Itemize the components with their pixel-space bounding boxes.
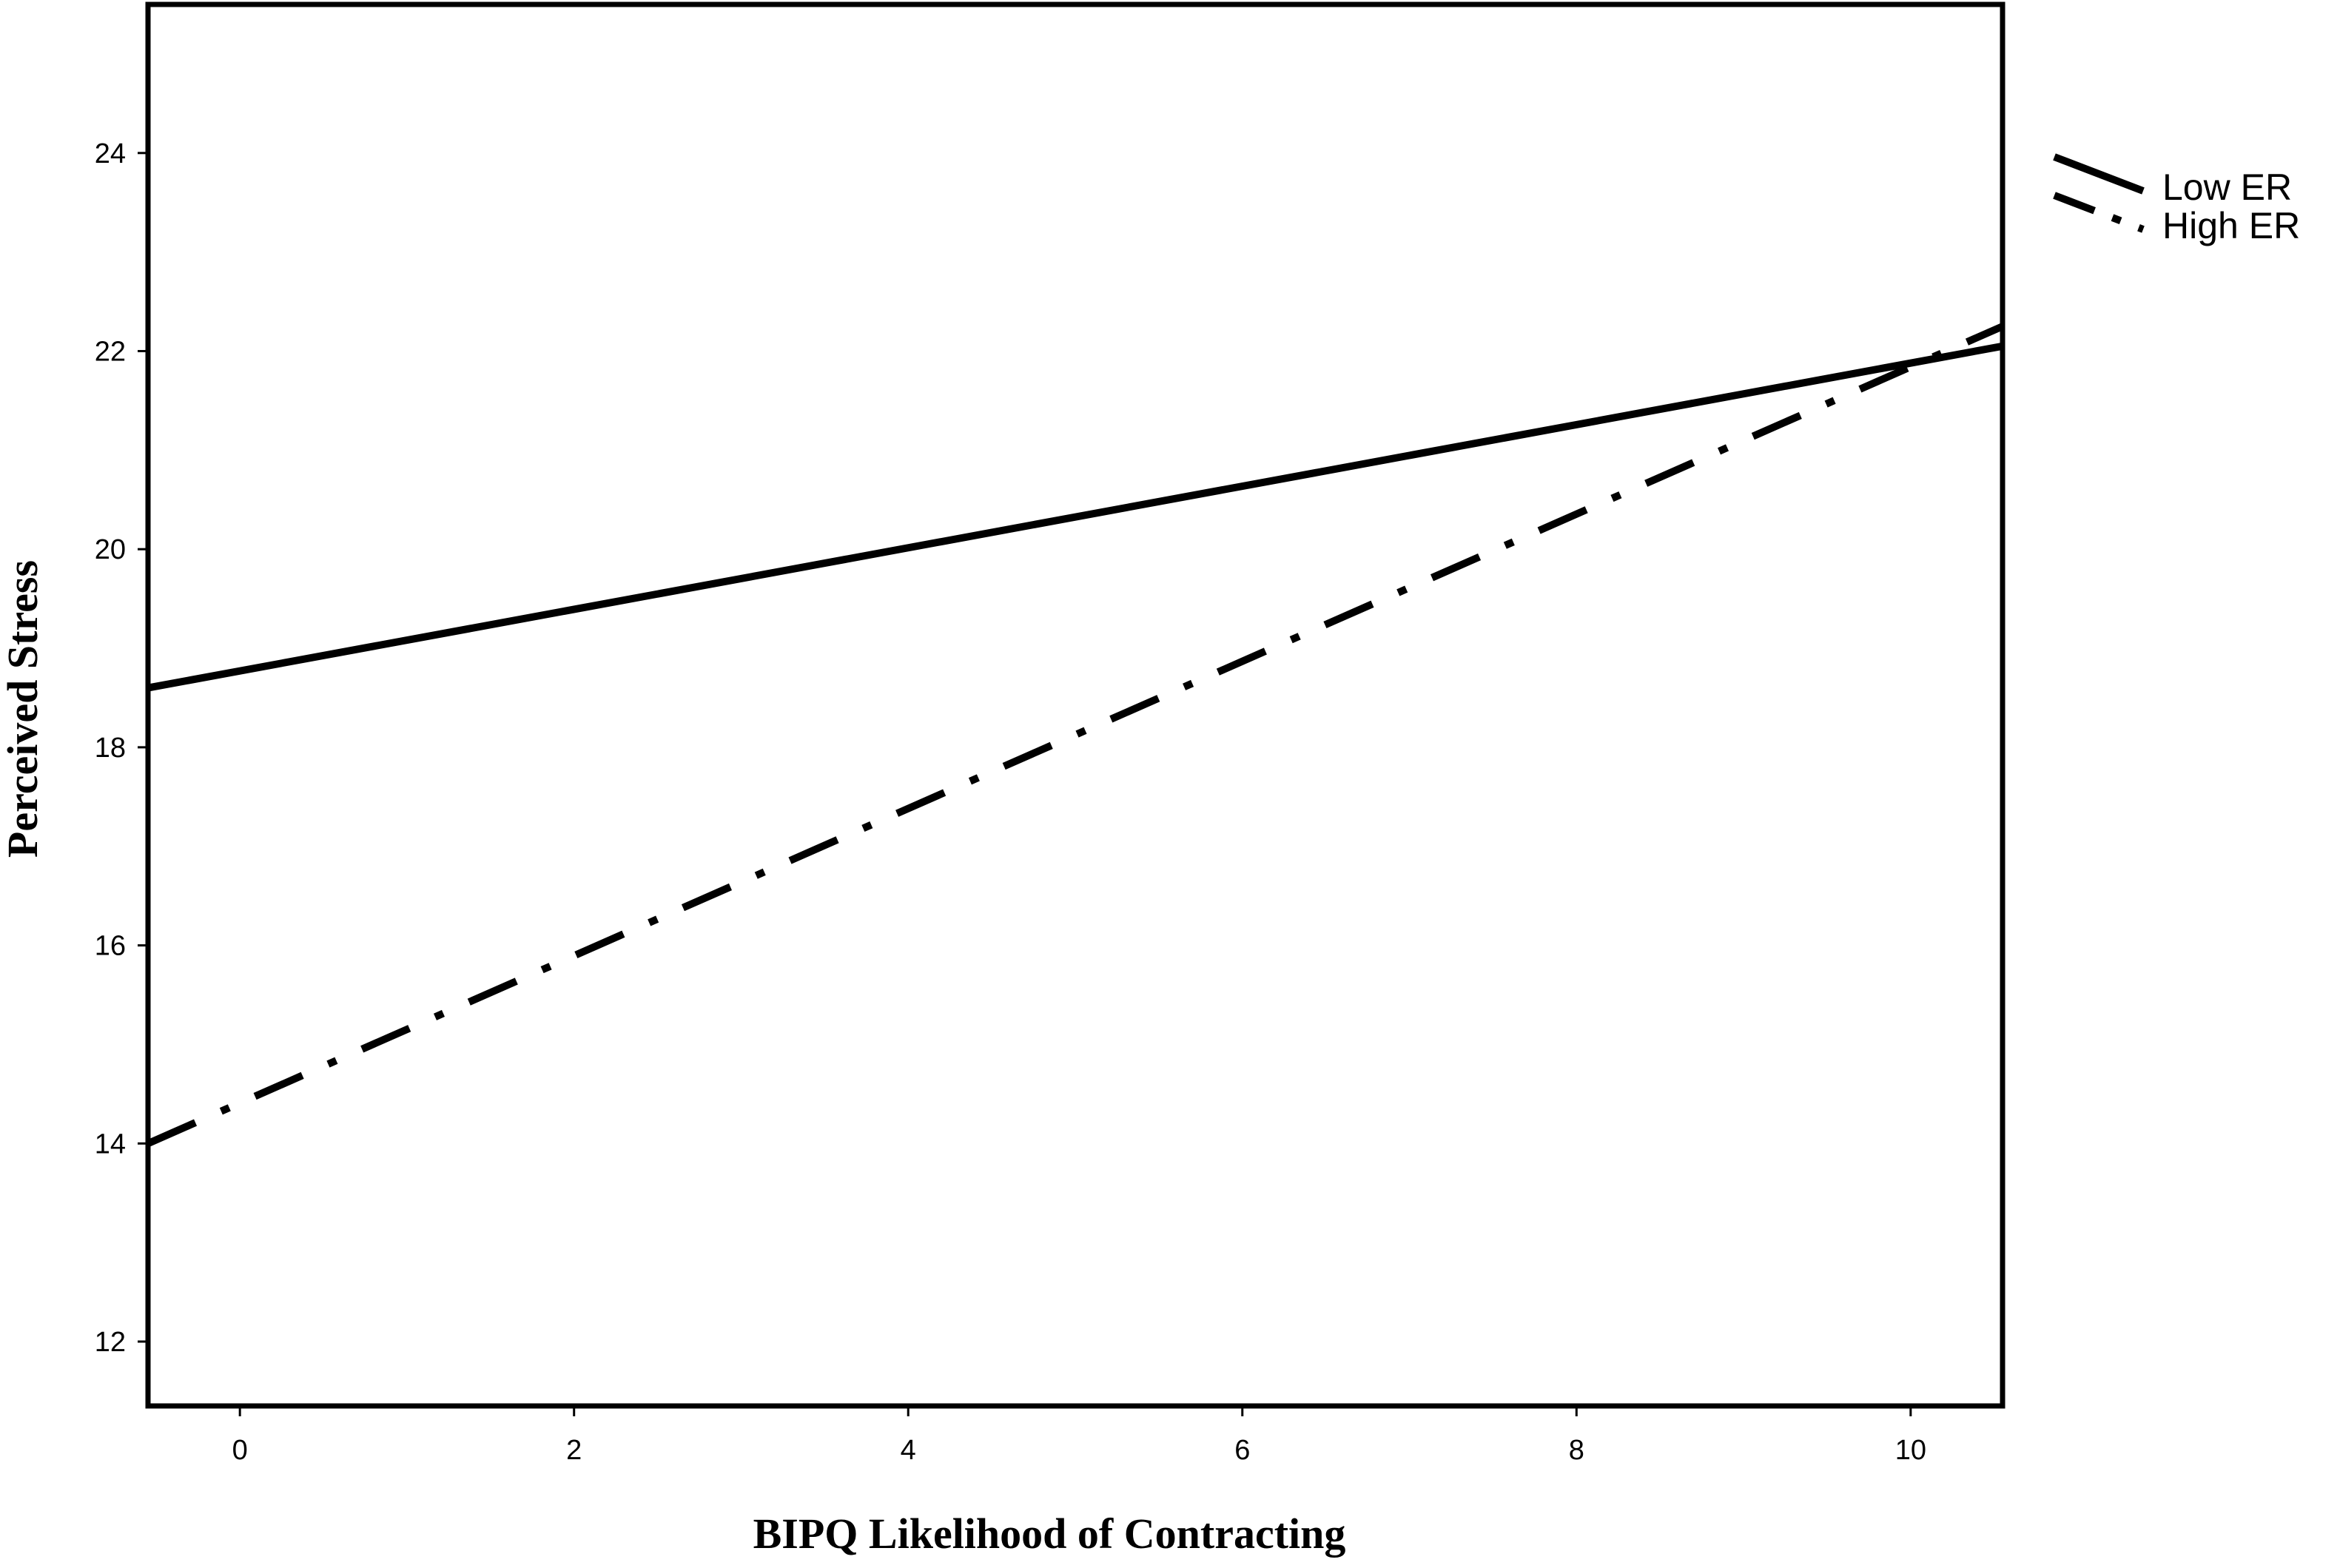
x-tick-label: 6 <box>1234 1435 1250 1466</box>
y-tick-label: 24 <box>95 138 126 169</box>
plot-frame <box>145 1 2006 1409</box>
y-axis-title: Perceived Stress <box>0 560 47 858</box>
y-axis-ticks: 12 14 16 18 20 22 24 <box>95 138 148 1358</box>
x-axis-ticks: 0 2 4 6 8 10 <box>232 1406 1926 1466</box>
series-layer <box>146 323 2005 1147</box>
x-tick-label: 4 <box>901 1435 916 1466</box>
x-tick-label: 0 <box>232 1435 248 1466</box>
legend-label-high-er: High ER <box>2162 205 2300 246</box>
legend-swatch-high-er <box>2053 192 2145 233</box>
x-tick-label: 10 <box>1895 1435 1926 1466</box>
y-tick-label: 18 <box>95 733 126 764</box>
legend-swatch-low-er <box>2053 153 2145 195</box>
y-tick-label: 22 <box>95 336 126 367</box>
y-tick-label: 16 <box>95 931 126 962</box>
series-line-low-er <box>147 342 2003 692</box>
x-axis-title: BIPQ Likelihood of Contracting <box>753 1510 1346 1558</box>
legend-label-low-er: Low ER <box>2162 166 2292 208</box>
x-tick-label: 8 <box>1569 1435 1584 1466</box>
y-tick-label: 20 <box>95 534 126 565</box>
y-tick-label: 14 <box>95 1128 126 1160</box>
x-tick-label: 2 <box>566 1435 582 1466</box>
y-tick-label: 12 <box>95 1327 126 1358</box>
